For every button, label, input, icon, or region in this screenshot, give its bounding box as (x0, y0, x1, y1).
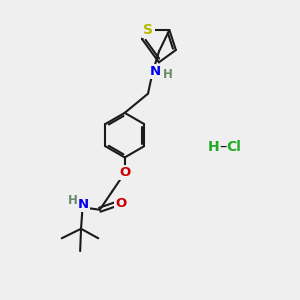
Text: N: N (149, 65, 161, 78)
Text: O: O (119, 167, 130, 179)
Text: N: N (78, 198, 89, 211)
Text: O: O (116, 197, 127, 210)
Text: H: H (208, 140, 219, 154)
Text: S: S (143, 23, 153, 37)
Text: H: H (163, 68, 173, 81)
Text: Cl: Cl (226, 140, 241, 154)
Text: H: H (68, 194, 77, 207)
Text: –: – (219, 139, 226, 154)
